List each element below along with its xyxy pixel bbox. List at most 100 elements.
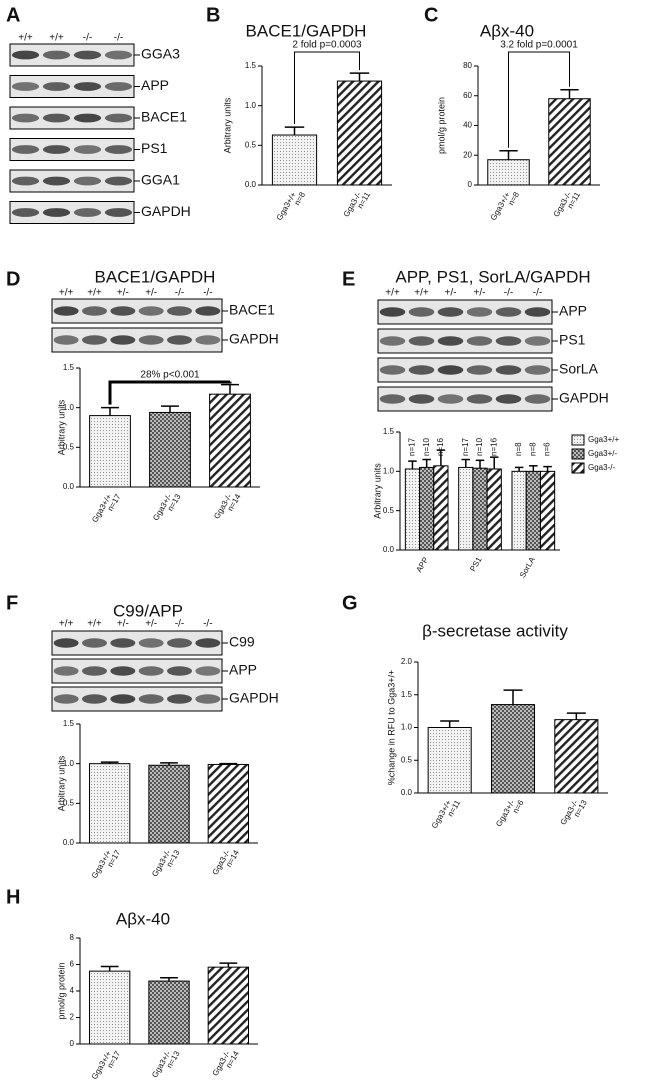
y-tick-label: 0.0 [245,180,257,189]
blot-band [408,336,435,346]
error-bar [100,965,119,972]
blot-row-label: PS1 [559,332,586,348]
n-label: n=8 [528,442,537,456]
blot-band [42,50,71,60]
y-tick-label: 1.0 [383,466,395,475]
lane-label: +/- [474,288,486,299]
panel-label: A [6,4,20,26]
blot-band [138,335,164,345]
blot-band [466,307,493,317]
y-axis-label: Arbitrary units [222,97,232,153]
blot-band [104,176,133,186]
blot-row-label: GGA3 [141,46,180,62]
y-tick-label: 2 [70,1013,75,1022]
legend-label: Gga3+/+ [588,435,619,444]
blot-row-label: C99 [229,634,255,650]
bar [486,468,502,551]
blot-strip [377,386,553,412]
blot-band [104,82,133,91]
blot-band [53,666,79,676]
y-tick-label: 20 [463,150,472,159]
y-axis-label: Arbitrary units [372,463,382,519]
error-bar [160,762,178,766]
blot-row-label: SorLA [559,361,599,377]
bar [554,719,599,794]
blot-band [53,694,79,704]
blot-row-label: APP [141,77,169,93]
lane-label: +/+ [414,288,429,299]
chart-title: BACE1/GAPDH [246,21,367,40]
y-axis-label: pmol/g protein [56,962,66,1019]
bar [472,467,488,551]
chart-title: BACE1/GAPDH [95,267,216,286]
y-axis-label: pmol/g protein [436,97,446,154]
error-bar [475,459,485,469]
blot-band [408,365,435,375]
blot-band [195,638,221,648]
chart-title: β-secretase activity [422,621,568,640]
blot-band [495,307,522,317]
blot-band [437,307,464,317]
legend-swatch [571,448,585,460]
panel-label: B [206,4,220,26]
n-label: n=17 [461,437,470,456]
error-bar [161,405,179,413]
blot-band [466,365,493,375]
error-bar [221,383,239,395]
y-tick-label: 1.0 [63,759,75,768]
n-label: n=10 [422,437,431,456]
blot-band [524,394,551,404]
error-bar [503,689,523,705]
x-tick-label: SorLA [518,555,537,579]
chart-title: Aβx-40 [116,909,170,928]
y-tick-label: 80 [463,61,472,70]
blot-band [110,666,136,676]
panel-label: F [6,592,18,614]
blot-band [524,336,551,346]
blot-row-label: APP [559,303,587,319]
error-bar [514,466,524,472]
chart-title: C99/APP [113,601,183,620]
error-bar [499,150,518,160]
blot-row-label: GAPDH [229,331,279,347]
bar [458,466,474,551]
bar [149,411,191,488]
blot-band [379,307,406,317]
lane-label: -/- [533,288,542,299]
blot-band [104,113,133,123]
y-tick-label: 4 [70,986,75,995]
n-label: n=6 [543,442,552,456]
blot-strip [51,630,223,656]
blot-band [408,307,435,317]
blot-band [82,335,107,345]
blot-band [73,82,102,91]
bar [433,465,449,551]
blot-band [437,365,464,375]
blot-band [42,82,71,91]
lane-label: +/+ [59,619,74,630]
blot-band [82,638,107,648]
blot-band [167,638,192,648]
annotation: 28% p<0.001 [140,370,200,381]
bar [336,80,383,186]
blot-band [53,335,79,345]
bar [404,468,421,551]
lane-label: +/- [145,288,157,299]
y-axis-label: Arbitrary units [56,399,66,455]
bar [427,727,472,794]
lane-label: -/- [203,619,212,630]
y-tick-label: 1.0 [245,101,257,110]
error-bar [219,762,238,765]
bar [539,470,556,551]
error-bar [436,449,446,466]
blot-strip [377,357,553,383]
error-bar [101,406,119,416]
bar [525,470,541,551]
lane-label: +/+ [18,33,33,44]
blot-band [138,694,164,704]
blot-band [110,694,136,704]
blot-band [167,666,192,676]
n-label: n=17 [408,437,417,456]
bar [148,764,190,844]
blot-band [138,638,164,648]
